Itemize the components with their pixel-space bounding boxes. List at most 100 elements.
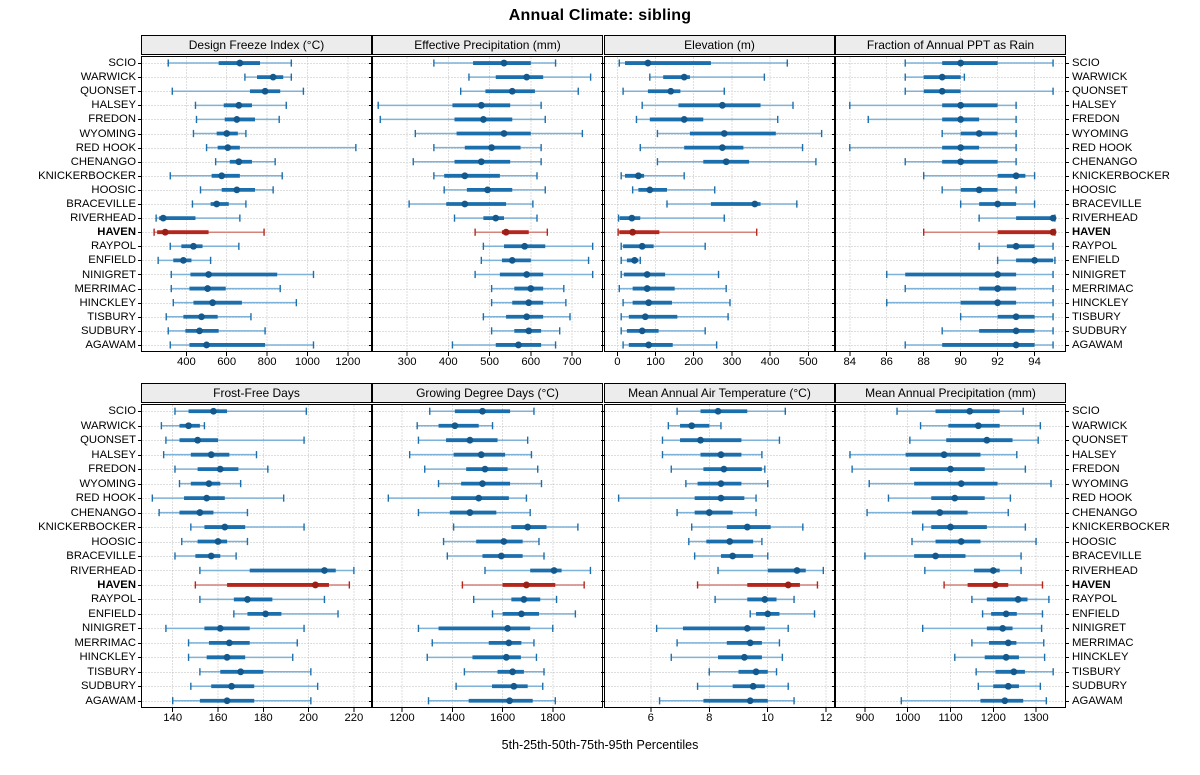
median-dot <box>221 523 229 531</box>
x-tick-label: 1200 <box>980 712 1006 724</box>
median-dot <box>1002 610 1010 618</box>
median-dot <box>932 552 939 560</box>
median-dot <box>718 144 726 152</box>
median-dot <box>641 313 649 321</box>
median-dot <box>1012 172 1020 180</box>
median-dot <box>740 653 748 661</box>
station-label-left: ENFIELD <box>88 607 136 620</box>
station-label-right: HAVEN <box>1072 579 1111 591</box>
median-dot <box>466 509 474 516</box>
percentile-rows <box>849 59 1057 349</box>
median-dot <box>210 407 217 415</box>
station-label-right: ENFIELD <box>1072 254 1120 267</box>
station-label-left: HALSEY <box>91 448 136 461</box>
median-dot <box>764 610 772 618</box>
panel-header: Design Freeze Index (°C) <box>141 35 372 55</box>
median-dot <box>643 285 651 292</box>
x-tick-label: 1100 <box>938 712 963 724</box>
median-dot <box>517 610 525 618</box>
median-dot <box>504 624 511 632</box>
station-label-right: HALSEY <box>1072 448 1117 461</box>
station-label-left: KNICKERBOCKER <box>38 521 136 533</box>
x-tick-label: 1600 <box>490 712 516 724</box>
median-dot <box>940 451 948 459</box>
station-label-right: RIVERHEAD <box>1072 212 1138 225</box>
median-dot <box>509 668 517 676</box>
station-label-right: BRACEVILLE <box>1072 198 1142 210</box>
median-dot <box>216 465 224 473</box>
panel-mean-annual-air-temperature-c <box>601 404 838 712</box>
median-dot <box>466 436 474 444</box>
panel-effective-precipitation-mm <box>369 56 606 356</box>
median-dot <box>196 327 203 335</box>
median-dot <box>479 480 486 488</box>
station-label-left: SUDBURY <box>80 680 136 693</box>
station-label-right: SUDBURY <box>1072 680 1128 693</box>
station-label-left: SCIO <box>108 405 136 418</box>
station-label-right: SUDBURY <box>1072 324 1128 337</box>
x-tick-label: 400 <box>176 356 196 368</box>
station-label-left: HALSEY <box>91 99 136 112</box>
panel-header: Effective Precipitation (mm) <box>372 35 603 55</box>
median-dot <box>1004 639 1012 647</box>
median-dot <box>223 130 231 137</box>
median-dot <box>508 256 516 264</box>
median-dot <box>951 494 959 502</box>
x-tick-label: 100 <box>646 356 665 368</box>
median-dot <box>957 101 965 109</box>
median-dot <box>1002 653 1010 661</box>
station-label-right: QUONSET <box>1072 85 1128 98</box>
median-dot <box>717 480 725 488</box>
station-label-right: KNICKERBOCKER <box>1072 521 1170 533</box>
station-label-left: HINCKLEY <box>79 296 136 309</box>
median-dot <box>311 581 319 589</box>
median-dot <box>236 59 244 67</box>
median-dot <box>957 480 965 488</box>
median-dot <box>720 130 728 137</box>
median-dot <box>218 172 226 180</box>
x-tick-label: 800 <box>257 356 277 368</box>
station-label-right: CHENANGO <box>1072 155 1138 168</box>
station-label-right: WARWICK <box>1072 419 1128 432</box>
median-dot <box>451 422 459 430</box>
median-dot <box>523 73 531 81</box>
median-dot <box>213 200 221 208</box>
median-dot <box>497 552 505 560</box>
station-label-right: BRACEVILLE <box>1072 550 1142 562</box>
median-dot <box>680 73 688 81</box>
median-dot <box>235 158 243 166</box>
median-dot <box>1049 228 1057 236</box>
station-label-right: FREDON <box>1072 463 1120 476</box>
x-tick-label: 86 <box>880 356 893 368</box>
percentile-rows <box>151 407 355 705</box>
percentile-rows <box>617 407 825 705</box>
station-label-left: FREDON <box>88 113 136 126</box>
median-dot <box>749 682 757 690</box>
x-tick-label: 140 <box>163 712 183 724</box>
percentile-rows <box>387 407 592 705</box>
median-dot <box>500 130 508 137</box>
median-dot <box>751 200 759 208</box>
median-dot <box>261 87 269 95</box>
median-dot <box>688 422 696 430</box>
median-dot <box>983 436 991 444</box>
station-label-right: MERRIMAC <box>1072 282 1134 295</box>
median-dot <box>159 214 167 222</box>
median-dot <box>1001 697 1009 705</box>
percentile-caption: 5th-25th-50th-75th-95th Percentiles <box>501 738 699 752</box>
median-dot <box>510 682 518 690</box>
station-label-left: AGAWAM <box>85 694 136 707</box>
median-dot <box>1049 214 1057 222</box>
median-dot <box>680 116 688 123</box>
panel-header: Mean Annual Precipitation (mm) <box>835 383 1066 403</box>
median-dot <box>179 256 187 264</box>
median-dot <box>992 581 999 589</box>
median-dot <box>524 523 532 531</box>
median-dot <box>203 341 210 349</box>
median-dot <box>638 242 646 250</box>
median-dot <box>523 271 531 278</box>
median-dot <box>631 256 638 264</box>
percentile-rows <box>153 59 357 349</box>
station-label-left: SUDBURY <box>80 324 136 337</box>
